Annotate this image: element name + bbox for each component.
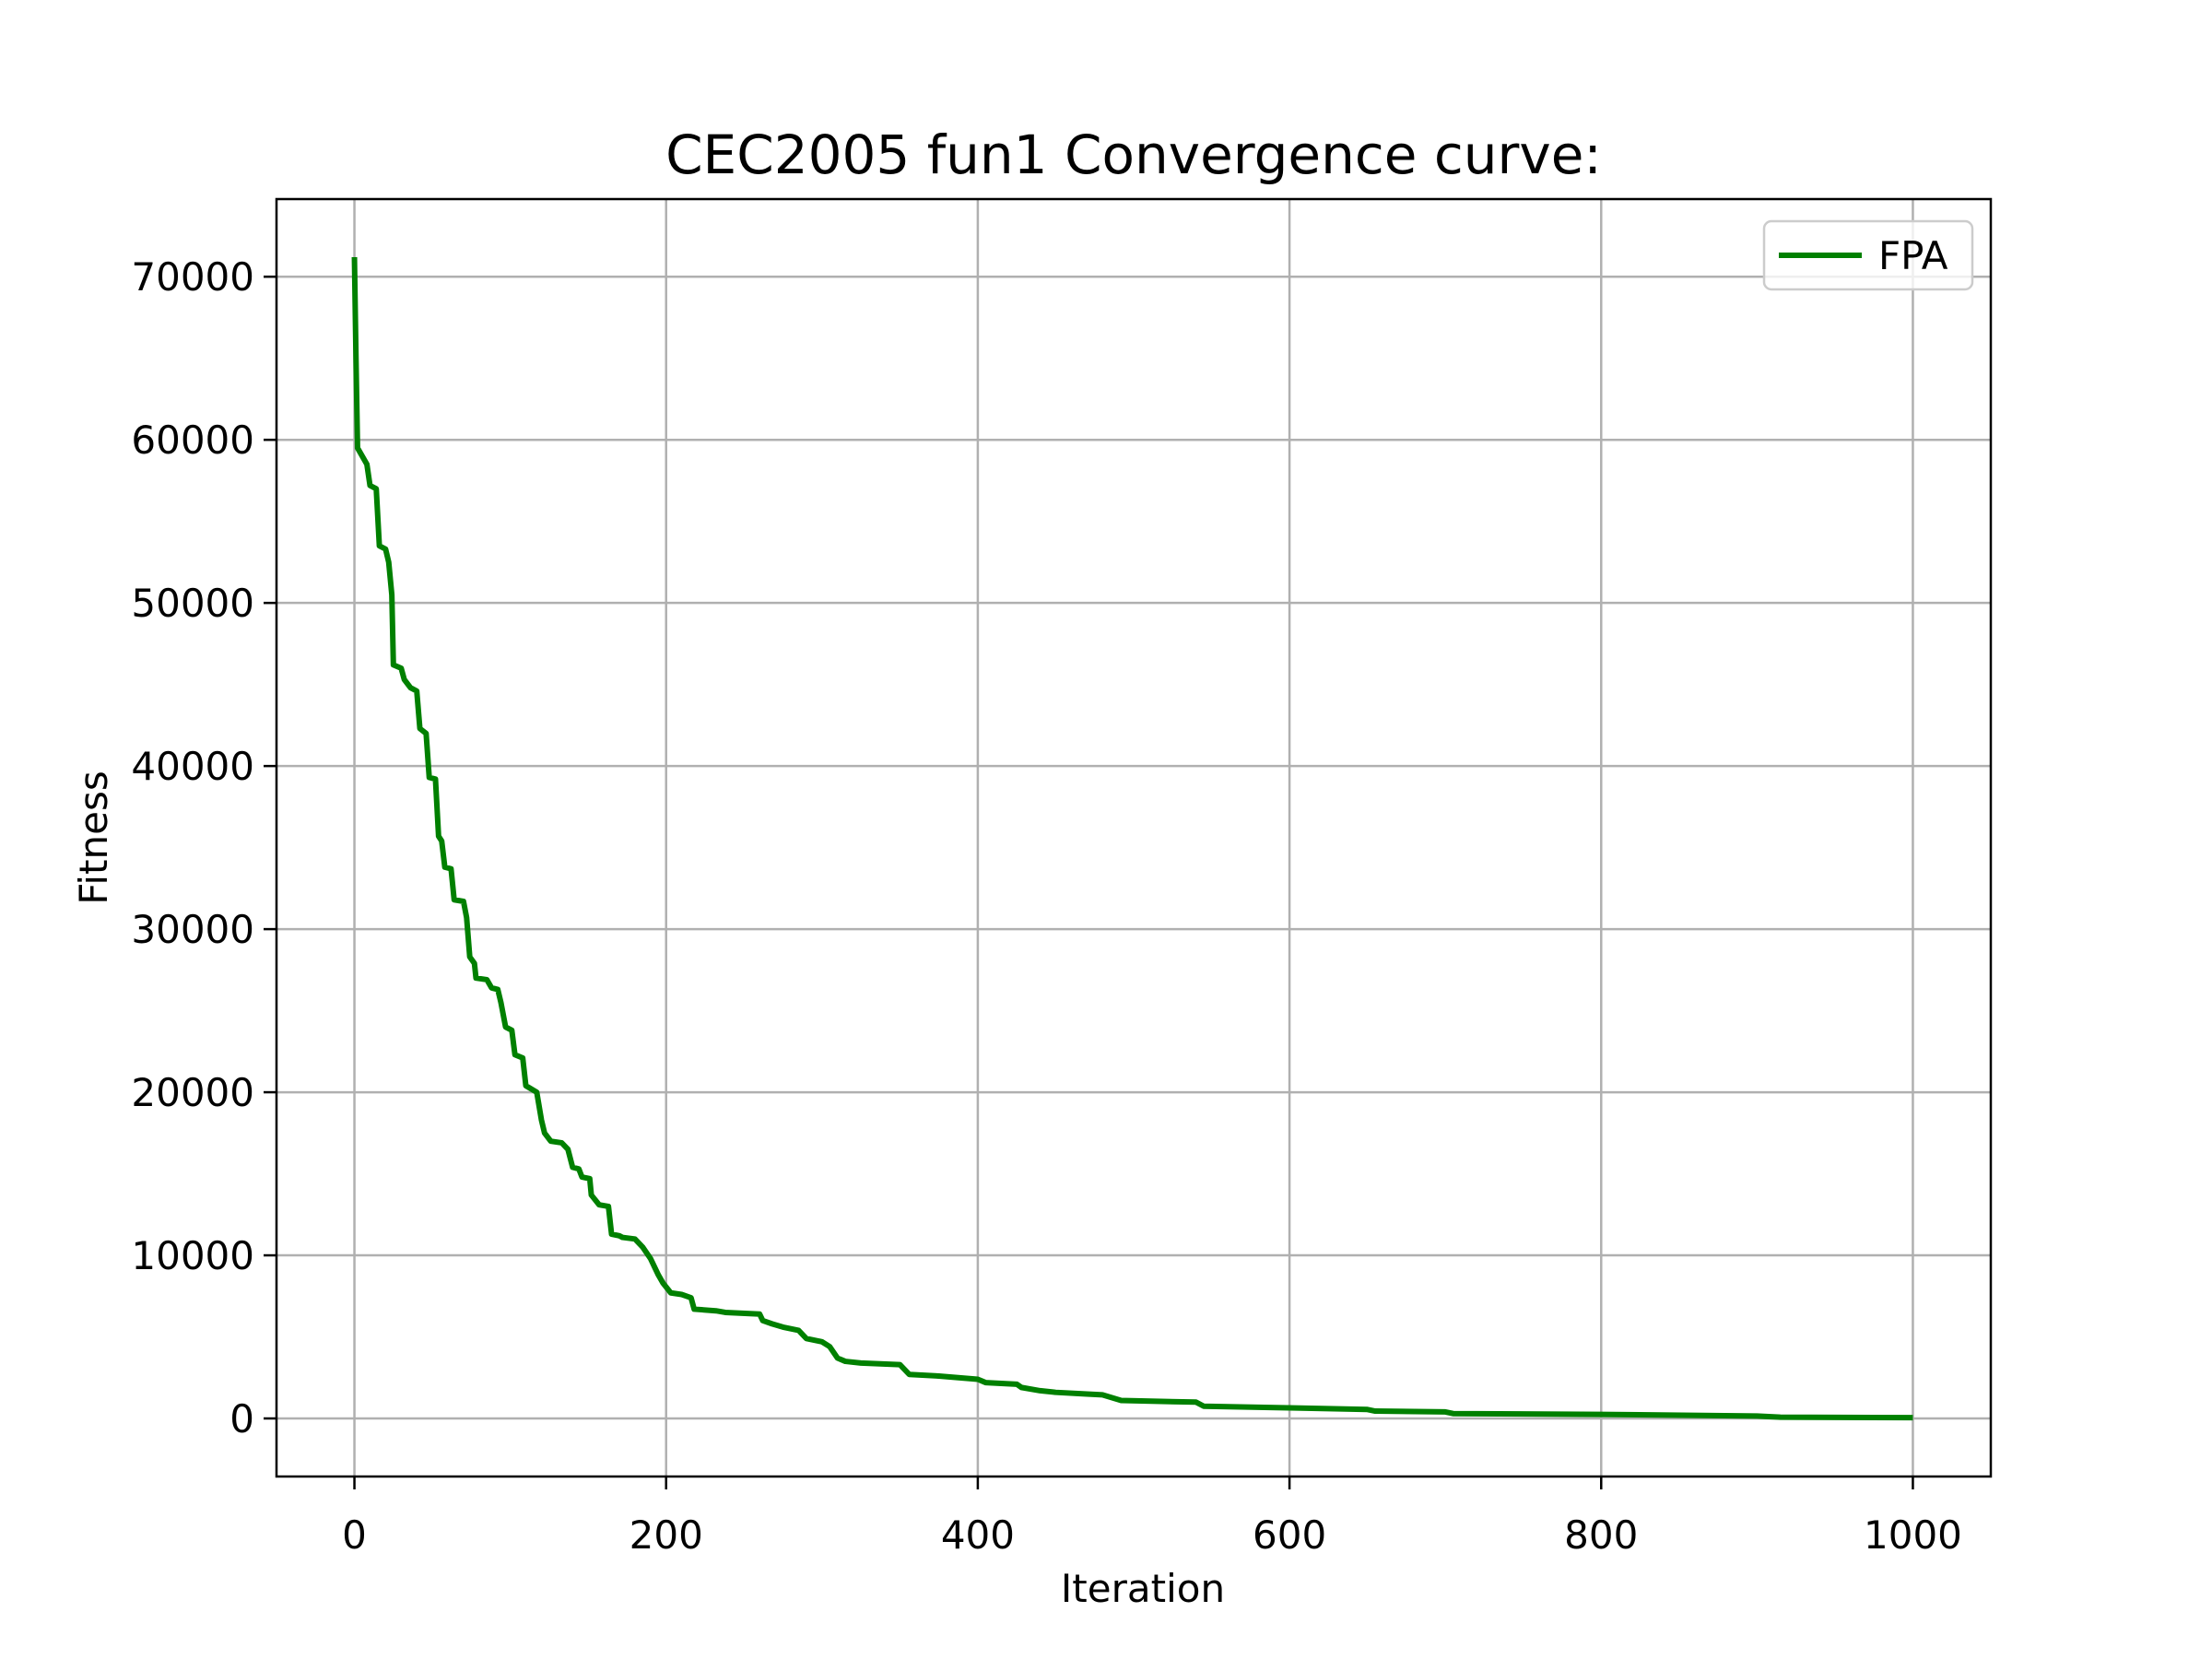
x-axis-label: Iteration — [1061, 1566, 1225, 1611]
legend: FPA — [1762, 219, 1974, 291]
grid: 0 200 400 600 800 100001000020000300004000050… — [131, 199, 1991, 1558]
x-tick-label: 400 — [941, 1512, 1015, 1558]
x-tick-label: 800 — [1564, 1512, 1638, 1558]
x-tick-label: 0 — [342, 1512, 367, 1558]
x-tick-label: 600 — [1253, 1512, 1326, 1558]
y-tick-label: 40000 — [131, 744, 254, 789]
y-tick-label: 10000 — [131, 1233, 254, 1278]
y-tick-label: 50000 — [131, 581, 254, 626]
legend-box — [1762, 219, 1974, 291]
x-tick-label: 200 — [629, 1512, 703, 1558]
y-axis-label: Fitness — [71, 771, 116, 904]
y-tick-label: 0 — [229, 1396, 254, 1441]
y-tick-label: 60000 — [131, 418, 254, 463]
y-tick-label: 70000 — [131, 254, 254, 300]
x-tick-label: 1000 — [1864, 1512, 1962, 1558]
y-tick-label: 20000 — [131, 1070, 254, 1115]
series-line — [351, 256, 1913, 1421]
legend-label: FPA — [1878, 233, 1948, 278]
plot — [351, 256, 1913, 1421]
chart-title: CEC2005 fun1 Convergence curve: — [665, 124, 1602, 186]
axes-frame — [275, 197, 1993, 1478]
y-tick-label: 30000 — [131, 907, 254, 952]
